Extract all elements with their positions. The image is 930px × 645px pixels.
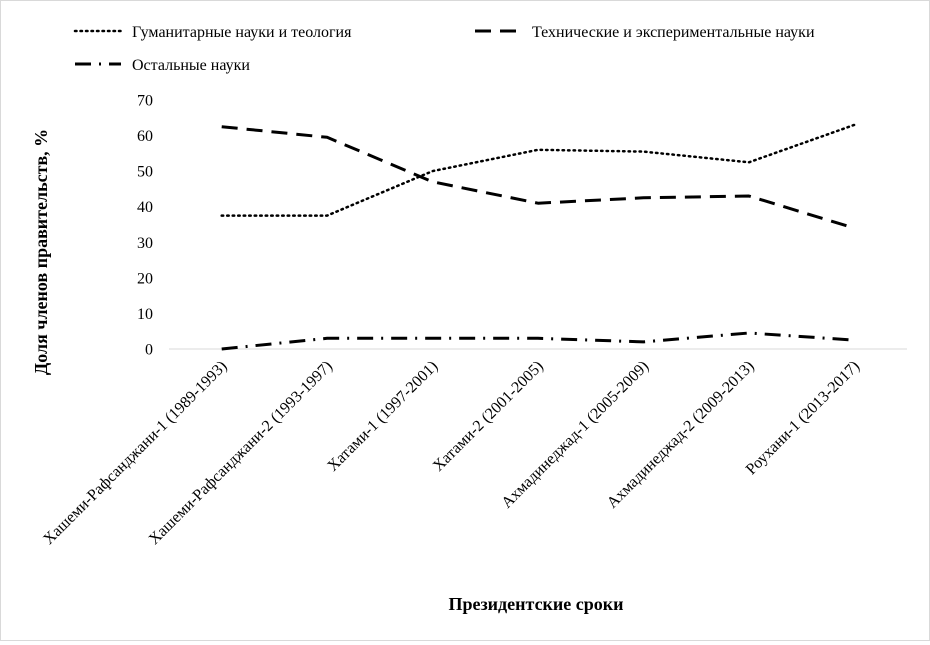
series-line-2 [221, 125, 855, 230]
x-tick-label: Хашеми-Рафсанджани-2 (1993-1997) [146, 358, 336, 548]
y-tick-label: 10 [137, 306, 153, 323]
y-axis-title: Доля членов правительств, % [31, 129, 51, 375]
x-tick-label: Хатами-2 (2001-2005) [430, 358, 547, 475]
y-tick-label: 60 [137, 128, 153, 145]
legend-label: Гуманитарные науки и теология [132, 24, 352, 41]
y-axis-ticks: 0 10 20 30 40 50 60 70 [137, 93, 153, 359]
x-axis-title: Президентские сроки [448, 594, 623, 614]
y-tick-label: 20 [137, 270, 153, 287]
y-tick-label: 70 [137, 93, 153, 110]
y-tick-label: 50 [137, 164, 153, 181]
y-tick-label: 30 [137, 235, 153, 252]
legend-item: Остальные науки [75, 57, 250, 74]
legend-label: Остальные науки [132, 57, 250, 74]
x-tick-label: Роухани-1 (2013-2017) [743, 358, 863, 478]
x-tick-label: Хатами-1 (1997-2001) [324, 358, 441, 475]
legend: Гуманитарные науки и теология Технические… [73, 24, 815, 74]
x-tick-label: Хашеми-Рафсанджани-1 (1989-1993) [40, 358, 230, 548]
legend-item: Технические и экспериментальные науки [475, 24, 815, 41]
y-tick-label: 0 [145, 342, 153, 359]
x-axis-ticks: Хашеми-Рафсанджани-1 (1989-1993)Хашеми-Р… [40, 358, 863, 548]
y-tick-label: 40 [137, 199, 153, 216]
series-lines [220, 123, 856, 351]
legend-item: Гуманитарные науки и теология [73, 24, 352, 41]
legend-label: Технические и экспериментальные науки [532, 24, 815, 41]
series-line-3 [221, 331, 855, 351]
series-line-1 [220, 123, 856, 217]
